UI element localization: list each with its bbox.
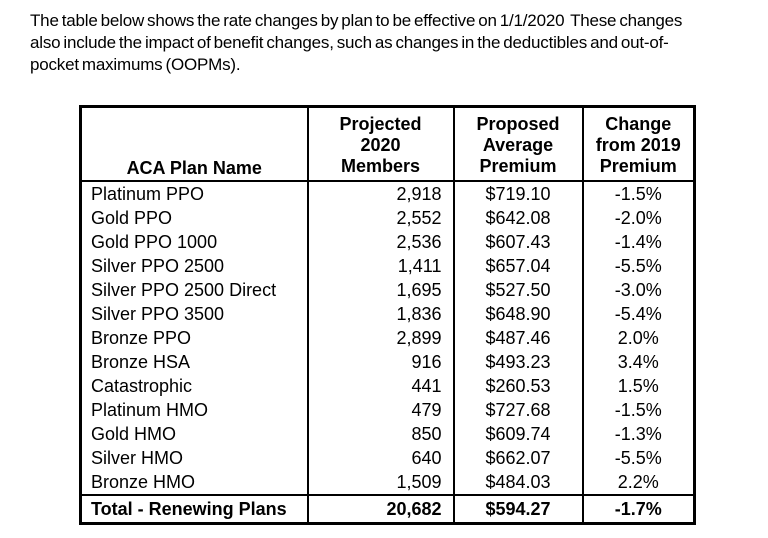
table-row: Platinum HMO 479 $727.68 -1.5% [81,398,695,422]
plan-name-cell: Silver PPO 3500 [91,304,225,324]
members-cell: 441 [306,374,454,398]
total-change-cell: -1.7% [581,494,695,524]
premium-cell: $662.07 [452,446,583,470]
table-row: Catastrophic 441 $260.53 1.5% [81,374,695,398]
members-cell: 640 [306,446,454,470]
table-row: Silver PPO 3500 1,836 $648.90 -5.4% [81,302,695,326]
total-label-cell: Total - Renewing Plans [80,494,308,524]
table-row: Silver PPO 2500 1,411 $657.04 -5.5% [81,254,695,278]
table-row: Bronze PPO 2,899 $487.46 2.0% [81,326,695,350]
total-members-cell: 20,682 [306,494,454,524]
premium-cell: $487.46 [452,326,583,350]
change-cell: -3.0% [581,278,695,302]
change-cell: -1.5% [581,181,695,206]
table-header-row: ACA Plan Name Projected 2020 Members Pro… [80,106,695,182]
plan-name-cell: Platinum PPO [91,184,205,204]
premium-cell: $260.53 [452,374,583,398]
change-cell: -5.4% [581,302,695,326]
premium-cell: $719.10 [452,181,583,206]
table-row: Gold HMO 850 $609.74 -1.3% [81,422,695,446]
header-projected-members: Projected 2020 Members [306,106,454,182]
plan-name-cell: Bronze PPO [91,328,192,348]
premium-cell: $727.68 [452,398,583,422]
premium-cell: $648.90 [452,302,583,326]
table-row: Gold PPO 1000 2,536 $607.43 -1.4% [81,230,695,254]
premium-cell: $609.74 [452,422,583,446]
premium-cell: $657.04 [452,254,583,278]
change-cell: -1.3% [581,422,695,446]
members-cell: 2,899 [306,326,454,350]
plan-name-cell: Silver HMO [91,448,184,468]
members-cell: 479 [306,398,454,422]
plan-name-cell: Bronze HSA [91,352,191,372]
premium-cell: $493.23 [452,350,583,374]
premium-cell: $527.50 [452,278,583,302]
plan-name-cell: Gold PPO 1000 [91,232,218,252]
change-cell: -5.5% [581,254,695,278]
members-cell: 1,836 [306,302,454,326]
members-cell: 2,918 [306,181,454,206]
change-cell: 3.4% [581,350,695,374]
change-cell: 2.2% [581,470,695,495]
plan-name-cell: Bronze HMO [91,472,196,492]
change-cell: -5.5% [581,446,695,470]
plan-name-cell: Gold HMO [91,424,177,444]
premium-cell: $484.03 [452,470,583,495]
intro-paragraph: The table below shows the rate changes b… [30,11,683,74]
members-cell: 850 [306,422,454,446]
members-cell: 1,411 [306,254,454,278]
total-premium-cell: $594.27 [452,494,583,524]
table-total-row: Total - Renewing Plans 20,682 $594.27 -1… [80,494,695,524]
plan-name-cell: Silver PPO 2500 [91,256,225,276]
premium-cell: $642.08 [452,206,583,230]
members-cell: 2,552 [306,206,454,230]
members-cell: 1,695 [306,278,454,302]
rate-changes-table: ACA Plan Name Projected 2020 Members Pro… [79,105,696,525]
plan-name-cell: Silver PPO 2500 Direct [91,280,277,300]
table-row: Silver HMO 640 $662.07 -5.5% [81,446,695,470]
members-cell: 1,509 [306,470,454,495]
plan-name-cell: Platinum HMO [91,400,209,420]
table-row: Platinum PPO 2,918 $719.10 -1.5% [81,181,695,206]
table-row: Gold PPO 2,552 $642.08 -2.0% [81,206,695,230]
members-cell: 916 [306,350,454,374]
plan-name-cell: Gold PPO [91,208,173,228]
table-row: Bronze HMO 1,509 $484.03 2.2% [81,470,695,495]
table-row: Silver PPO 2500 Direct 1,695 $527.50 -3.… [81,278,695,302]
members-cell: 2,536 [306,230,454,254]
premium-cell: $607.43 [452,230,583,254]
change-cell: 1.5% [581,374,695,398]
change-cell: -1.5% [581,398,695,422]
header-plan-name: ACA Plan Name [80,106,308,182]
change-cell: -2.0% [581,206,695,230]
change-cell: 2.0% [581,326,695,350]
change-cell: -1.4% [581,230,695,254]
header-change-from-2019: Change from 2019 Premium [581,106,695,182]
table-row: Bronze HSA 916 $493.23 3.4% [81,350,695,374]
plan-name-cell: Catastrophic [91,376,193,396]
header-proposed-premium: Proposed Average Premium [452,106,583,182]
